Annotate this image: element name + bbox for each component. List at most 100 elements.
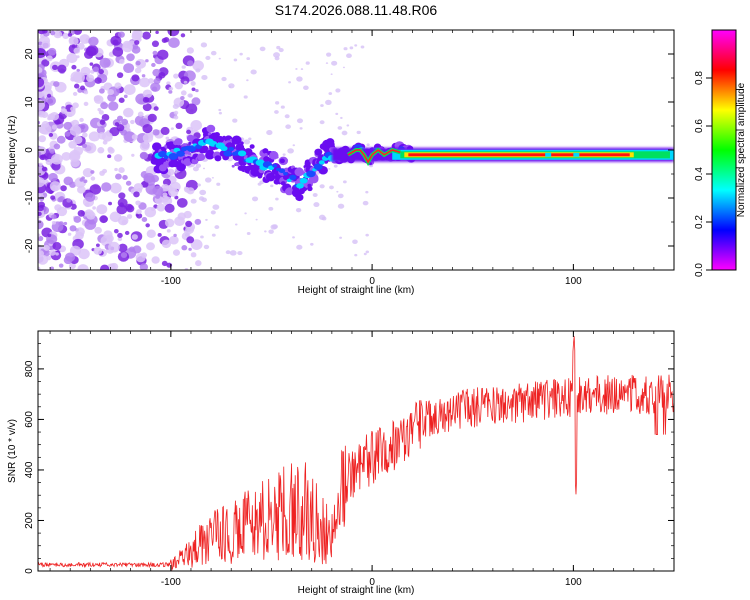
snr-x-ticks: -100 0 100	[49, 331, 675, 588]
snr-x-tick-label: 0	[369, 577, 375, 588]
noise-speckle	[38, 254, 49, 265]
signal-blob	[231, 135, 242, 145]
noise-speckle	[114, 82, 122, 89]
noise-speckle	[138, 202, 147, 210]
noise-speckle	[363, 252, 367, 256]
noise-speckle	[273, 52, 280, 58]
noise-speckle	[63, 256, 73, 265]
noise-speckle	[49, 148, 55, 154]
noise-speckle	[218, 111, 223, 115]
noise-speckle	[165, 136, 170, 140]
noise-speckle	[339, 236, 343, 239]
signal-blob	[206, 124, 216, 133]
noise-speckle	[131, 74, 140, 82]
noise-speckle	[233, 58, 238, 62]
noise-speckle	[229, 250, 237, 256]
noise-speckle	[337, 203, 345, 209]
noise-speckle	[157, 233, 162, 237]
noise-speckle	[38, 120, 41, 125]
noise-speckle	[51, 214, 57, 220]
band-gap	[573, 152, 580, 157]
noise-speckle	[285, 124, 291, 129]
noise-speckle	[142, 96, 150, 103]
signal-core	[223, 150, 232, 157]
noise-speckle	[100, 264, 110, 270]
noise-speckle	[333, 164, 338, 168]
noise-speckle	[73, 30, 82, 35]
spectrogram-y-tick-label: 0	[24, 147, 35, 153]
signal-blob	[309, 175, 319, 184]
noise-speckle	[114, 154, 123, 162]
noise-speckle	[151, 62, 156, 68]
noise-speckle	[50, 195, 56, 200]
noise-speckle	[155, 30, 159, 34]
noise-speckle	[109, 182, 122, 194]
noise-speckle	[166, 229, 171, 233]
noise-speckle	[41, 166, 48, 172]
noise-speckle	[81, 132, 88, 138]
signal-blob	[314, 148, 323, 156]
noise-speckle	[117, 115, 123, 122]
noise-speckle	[168, 37, 180, 48]
noise-speckle	[108, 201, 113, 206]
noise-speckle	[92, 206, 96, 210]
noise-speckle	[126, 214, 133, 219]
noise-speckle	[183, 80, 188, 84]
noise-speckle	[112, 39, 119, 46]
noise-speckle	[214, 225, 220, 230]
signal-blob	[294, 167, 304, 177]
noise-speckle	[191, 97, 201, 106]
noise-speckle	[80, 233, 84, 237]
noise-speckle	[155, 194, 161, 199]
noise-speckle	[133, 183, 144, 192]
noise-speckle	[173, 73, 179, 79]
noise-speckle	[151, 40, 160, 48]
noise-speckle	[114, 167, 118, 172]
noise-speckle	[211, 233, 216, 237]
snr-series-line	[38, 336, 674, 571]
noise-speckle	[142, 103, 152, 112]
noise-speckle	[296, 244, 303, 250]
colorbar-tick-label: 0.2	[694, 215, 705, 229]
noise-speckle	[41, 59, 50, 67]
noise-speckle	[107, 154, 112, 159]
noise-speckle	[109, 262, 119, 270]
noise-speckle	[38, 211, 42, 217]
noise-speckle	[38, 77, 45, 88]
noise-speckle	[181, 245, 188, 251]
noise-speckle	[151, 256, 160, 264]
signal-blob	[264, 152, 269, 157]
noise-speckle	[161, 260, 168, 267]
noise-speckle	[139, 141, 150, 151]
noise-speckle	[340, 116, 343, 119]
noise-speckle	[295, 207, 302, 213]
spectrogram-y-tick-label: 20	[24, 48, 35, 60]
snr-x-tick-label: 100	[565, 577, 582, 588]
noise-speckle	[205, 218, 208, 221]
noise-speckle	[191, 87, 196, 92]
noise-speckle	[57, 64, 67, 74]
noise-speckle	[142, 123, 153, 134]
noise-speckle	[292, 236, 295, 239]
noise-speckle	[331, 60, 338, 66]
noise-speckle	[328, 92, 333, 95]
noise-speckle	[99, 215, 108, 224]
noise-speckle	[132, 30, 143, 40]
noise-speckle	[131, 234, 138, 240]
noise-speckle	[246, 79, 249, 82]
noise-speckle	[134, 67, 142, 74]
noise-speckle	[190, 239, 203, 250]
noise-speckle	[275, 101, 280, 105]
noise-speckle	[280, 105, 285, 109]
noise-speckle	[342, 66, 345, 69]
noise-speckle	[319, 120, 325, 125]
noise-speckle	[199, 189, 207, 196]
noise-speckle	[128, 246, 135, 252]
noise-speckle	[38, 235, 44, 242]
signal-blob	[257, 174, 263, 179]
noise-speckle	[205, 55, 211, 61]
band-gap	[545, 152, 552, 157]
noise-speckle	[81, 176, 85, 180]
noise-speckle	[145, 59, 149, 63]
noise-speckle	[99, 57, 111, 68]
